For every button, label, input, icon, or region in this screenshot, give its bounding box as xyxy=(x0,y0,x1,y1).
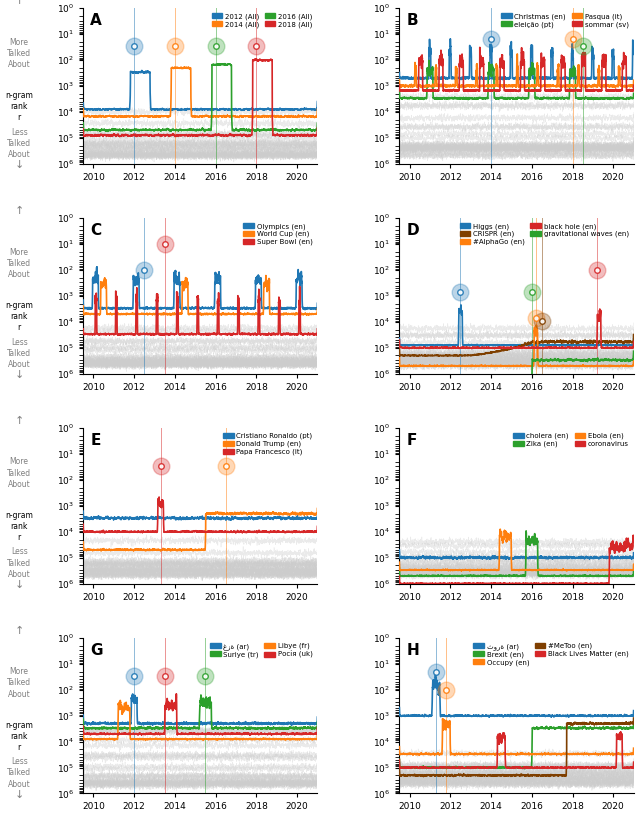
Text: A: A xyxy=(90,13,102,28)
Text: ↑: ↑ xyxy=(15,206,24,216)
Text: ↓: ↓ xyxy=(15,160,24,170)
Text: n-gram
rank
r: n-gram rank r xyxy=(5,510,33,542)
Legend: غزة (ar), Suriye (tr), Libye (fr), Росія (uk): غزة (ar), Suriye (tr), Libye (fr), Росія… xyxy=(209,641,314,659)
Legend: cholera (en), Zika (en), Ebola (en), coronavirus: cholera (en), Zika (en), Ebola (en), cor… xyxy=(512,432,630,449)
Text: Less
Talked
About: Less Talked About xyxy=(7,547,31,578)
Text: ↑: ↑ xyxy=(15,626,24,636)
Legend: Higgs (en), CRISPR (en), #AlphaGo (en), black hole (en), gravitational waves (en: Higgs (en), CRISPR (en), #AlphaGo (en), … xyxy=(458,222,630,247)
Text: Less
Talked
About: Less Talked About xyxy=(7,128,31,159)
Text: B: B xyxy=(406,13,418,28)
Text: F: F xyxy=(406,433,417,447)
Text: E: E xyxy=(90,433,100,447)
Text: H: H xyxy=(406,643,419,658)
Legend: 2012 (All), 2014 (All), 2016 (All), 2018 (All): 2012 (All), 2014 (All), 2016 (All), 2018… xyxy=(211,11,314,29)
Legend: ثورة (ar), Brexit (en), Occupy (en), #MeToo (en), Black Lives Matter (en): ثورة (ar), Brexit (en), Occupy (en), #Me… xyxy=(472,641,630,667)
Text: n-gram
rank
r: n-gram rank r xyxy=(5,721,33,752)
Text: Less
Talked
About: Less Talked About xyxy=(7,757,31,789)
Text: G: G xyxy=(90,643,103,658)
Text: Less
Talked
About: Less Talked About xyxy=(7,338,31,369)
Text: More
Talked
About: More Talked About xyxy=(7,38,31,69)
Legend: Olympics (en), World Cup (en), Super Bowl (en): Olympics (en), World Cup (en), Super Bow… xyxy=(242,222,314,247)
Text: D: D xyxy=(406,222,419,238)
Text: n-gram
rank
r: n-gram rank r xyxy=(5,91,33,122)
Legend: Cristiano Ronaldo (pt), Donald Trump (en), Papa Francesco (it): Cristiano Ronaldo (pt), Donald Trump (en… xyxy=(222,432,314,456)
Text: C: C xyxy=(90,222,101,238)
Text: More
Talked
About: More Talked About xyxy=(7,667,31,699)
Text: ↓: ↓ xyxy=(15,370,24,380)
Text: More
Talked
About: More Talked About xyxy=(7,457,31,488)
Text: n-gram
rank
r: n-gram rank r xyxy=(5,301,33,332)
Text: ↑: ↑ xyxy=(15,416,24,426)
Text: More
Talked
About: More Talked About xyxy=(7,248,31,279)
Text: ↓: ↓ xyxy=(15,789,24,799)
Text: ↓: ↓ xyxy=(15,580,24,590)
Text: ↑: ↑ xyxy=(15,0,24,6)
Legend: Christmas (en), eleição (pt), Pasqua (it), sommar (sv): Christmas (en), eleição (pt), Pasqua (it… xyxy=(500,11,630,29)
